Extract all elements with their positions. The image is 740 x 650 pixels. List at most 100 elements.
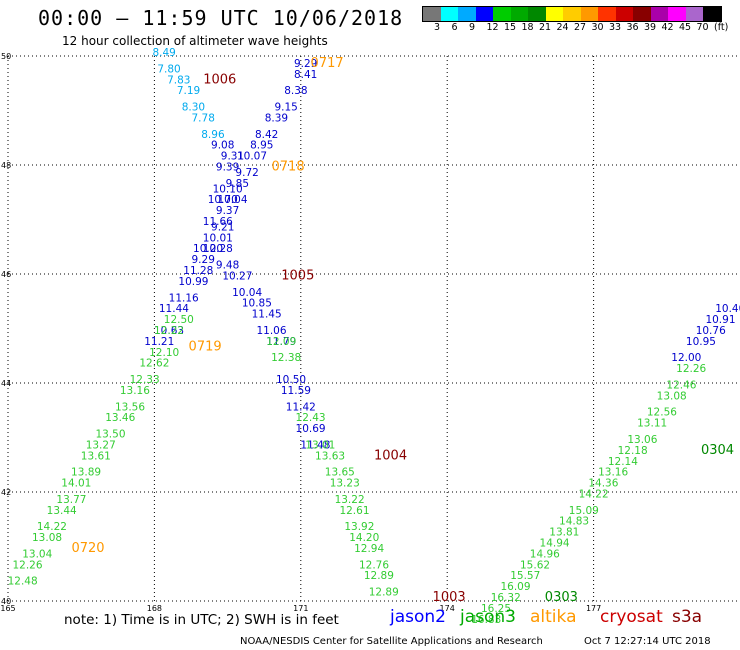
swh-value-2-15: 14.22 [37, 521, 67, 533]
colorbar-swatch-5 [510, 7, 528, 21]
swh-value-2-37: 13.08 [657, 390, 687, 402]
swh-value-2-14: 13.44 [47, 505, 77, 517]
map-grid [7, 55, 740, 602]
colorbar-swatch-0 [423, 7, 441, 21]
swh-value-0-43: 10.76 [696, 325, 726, 337]
swh-value-0-36: 11.44 [159, 303, 189, 315]
colorbar-label-14: 45 [679, 22, 692, 33]
swh-value-0-22: 10.50 [276, 374, 306, 386]
chart-subtitle: 12 hour collection of altimeter wave hei… [62, 34, 328, 48]
colorbar-label-13: 42 [661, 22, 674, 33]
footer-timestamp: Oct 7 12:27:14 UTC 2018 [584, 636, 711, 647]
swh-value-0-0: 9.29 [294, 58, 317, 70]
swh-value-1-0: 8.49 [152, 47, 175, 59]
y-tick-label-42: 42 [1, 488, 11, 497]
page-title: 00:00 – 11:59 UTC 10/06/2018 [38, 6, 404, 30]
colorbar-swatch-4 [493, 7, 511, 21]
satellite-legend-altika: altika [530, 607, 577, 627]
swh-value-0-14: 10.28 [203, 243, 233, 255]
swh-value-0-37: 10.63 [154, 325, 184, 337]
satellite-legend-s3a: s3a [672, 607, 703, 627]
colorbar-label-7: 24 [556, 22, 569, 33]
swh-value-2-9: 13.27 [86, 439, 116, 451]
swh-value-2-52: 15.57 [510, 570, 540, 582]
swh-value-2-47: 14.83 [559, 516, 589, 528]
pass-time-label-5: 1004 [374, 448, 407, 463]
pass-time-labels: 0717 1006 0718 1005 0719 1004 0720 1003 0304 0303 [71, 56, 734, 605]
swh-value-2-27: 13.22 [335, 494, 365, 506]
swh-value-2-19: 12.48 [8, 576, 38, 588]
swh-value-0-30: 11.66 [203, 216, 233, 228]
colorbar-swatch-16 [703, 7, 721, 21]
swh-value-0-41: 10.40 [715, 303, 740, 315]
swh-value-0-23: 11.59 [281, 385, 311, 397]
swh-value-0-29: 10.70 [208, 194, 238, 206]
pass-time-label-9: 0303 [545, 590, 578, 605]
swh-value-2-10: 13.61 [81, 450, 111, 462]
swh-value-2-26: 13.23 [330, 478, 360, 490]
swh-value-0-10: 10.04 [217, 194, 247, 206]
colorbar-swatch-9 [580, 7, 598, 21]
swh-value-0-35: 11.16 [169, 292, 199, 304]
colorbar-label-10: 33 [609, 22, 622, 33]
swh-value-1-4: 8.30 [182, 102, 205, 114]
satellite-legend-jason2: jason2 [390, 607, 446, 627]
wave-height-values: 9.298.418.389.158.398.428.9510.079.729.8… [8, 47, 740, 626]
pass-time-label-3: 1005 [281, 268, 314, 283]
swh-value-0-6: 8.95 [250, 140, 273, 152]
swh-value-2-3: 12.62 [139, 358, 169, 370]
swh-value-2-32: 12.76 [359, 559, 389, 571]
swh-value-1-1: 7.80 [157, 63, 180, 75]
x-tick-label-171: 171 [293, 604, 308, 613]
swh-value-2-25: 13.65 [325, 467, 355, 479]
pass-time-label-2: 0718 [272, 159, 305, 174]
colorbar-swatch-11 [615, 7, 633, 21]
swh-value-2-7: 13.46 [105, 412, 135, 424]
colorbar-swatch-10 [598, 7, 616, 21]
swh-value-0-18: 10.85 [242, 298, 272, 310]
pass-time-label-6: 0720 [71, 541, 104, 556]
swh-value-0-5: 8.42 [255, 129, 278, 141]
swh-value-0-33: 11.28 [183, 265, 213, 277]
swh-value-0-31: 10.20 [193, 243, 223, 255]
swh-value-1-6: 8.96 [201, 129, 225, 141]
swh-value-2-4: 12.33 [130, 374, 160, 386]
swh-value-0-4: 8.39 [265, 112, 288, 124]
swh-value-0-17: 10.04 [232, 287, 262, 299]
swh-value-0-7: 10.07 [237, 151, 267, 163]
swh-value-0-38: 11.21 [144, 336, 174, 348]
swh-value-0-13: 10.01 [203, 232, 233, 244]
y-tick-label-46: 46 [1, 270, 11, 279]
swh-value-0-19: 11.45 [252, 309, 282, 321]
x-tick-label-168: 168 [147, 604, 162, 613]
swh-value-2-38: 12.56 [647, 407, 677, 419]
swh-value-2-11: 13.89 [71, 467, 101, 479]
satellite-legend-jason3: jason3 [460, 607, 516, 627]
swh-value-2-29: 13.92 [344, 521, 374, 533]
swh-value-0-44: 10.95 [686, 336, 716, 348]
swh-value-2-0: 12.50 [164, 314, 194, 326]
x-tick-label-165: 165 [0, 604, 15, 613]
pass-time-label-7: 1003 [433, 590, 466, 605]
swh-value-0-12: 9.21 [211, 221, 234, 233]
colorbar-label-12: 39 [644, 22, 657, 33]
swh-value-0-15: 9.48 [216, 260, 239, 272]
swh-value-2-50: 14.96 [530, 548, 560, 560]
swh-value-0-39: 9.31 [221, 151, 244, 163]
swh-value-2-16: 13.08 [32, 532, 62, 544]
swh-value-2-5: 13.16 [120, 385, 150, 397]
swh-value-2-51: 15.62 [520, 559, 550, 571]
swh-value-0-25: 10.69 [296, 423, 326, 435]
swh-value-2-8: 13.50 [95, 429, 125, 441]
pass-time-label-8: 0304 [701, 443, 734, 458]
swh-value-2-42: 12.14 [608, 456, 638, 468]
swh-value-0-16: 10.27 [222, 270, 252, 282]
colorbar-label-11: 36 [626, 22, 639, 33]
colorbar-swatch-14 [668, 7, 686, 21]
swh-value-2-13: 13.77 [56, 494, 86, 506]
colorbar-swatch-6 [528, 7, 546, 21]
swh-value-0-27: 9.08 [211, 140, 234, 152]
swh-value-1-2: 7.83 [167, 74, 190, 86]
y-tick-label-50: 50 [1, 52, 11, 61]
swh-value-0-3: 9.15 [274, 102, 297, 114]
